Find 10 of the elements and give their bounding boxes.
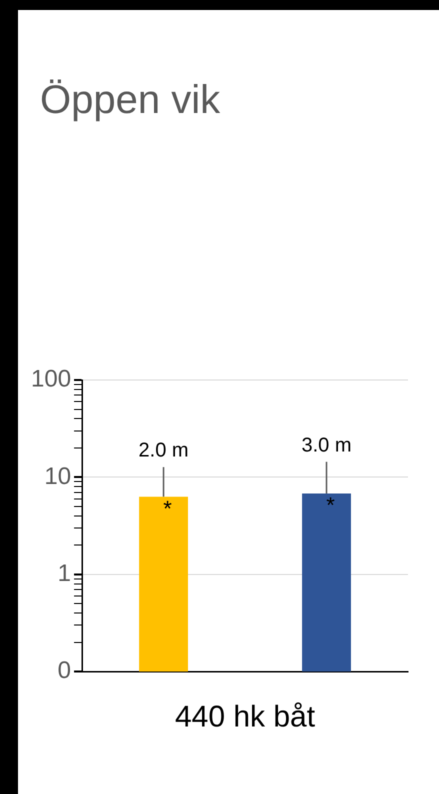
x-axis-title: 440 hk båt xyxy=(174,700,316,734)
annotation: 2.0 m xyxy=(138,440,189,462)
annotation: * xyxy=(326,492,336,518)
annotation: * xyxy=(163,496,172,521)
y-tick-label: 0 xyxy=(58,657,72,684)
y-tick-label: 1 xyxy=(58,560,72,588)
y-tick-label: 10 xyxy=(44,462,72,490)
chart-title: Öppen vik xyxy=(40,78,220,123)
y-tick-label: 100 xyxy=(30,366,72,393)
annotation: 3.0 m xyxy=(301,434,352,456)
